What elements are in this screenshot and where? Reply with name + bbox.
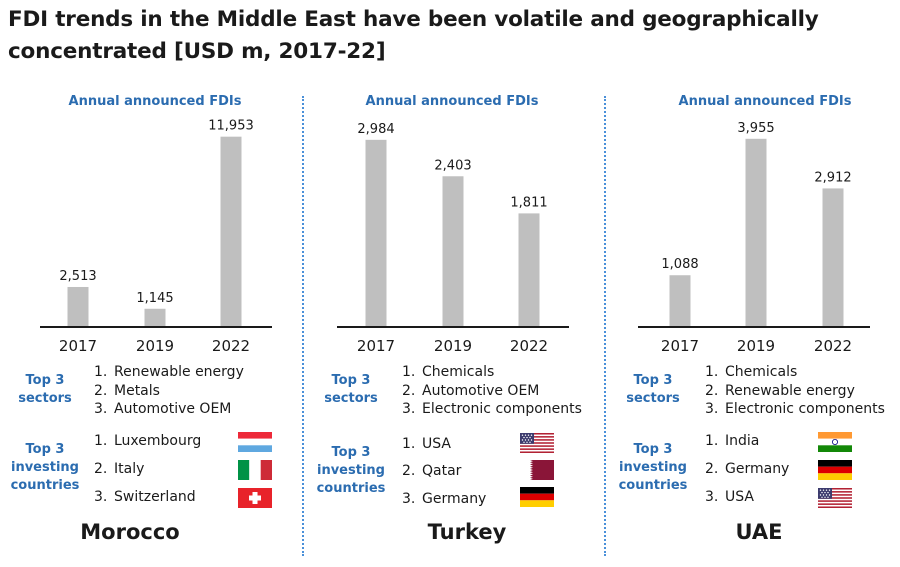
investor-item: 3. USA (705, 489, 754, 505)
list-item: 1. Renewable energy (94, 364, 244, 380)
tick-label: 2022 (212, 337, 250, 355)
list-item: 1. Chemicals (402, 364, 495, 380)
investor-item: 1. India (705, 433, 760, 449)
switzerland-flag-icon (238, 488, 272, 508)
qatar-flag-icon (520, 460, 554, 480)
panel-divider (302, 96, 304, 556)
bar-chart-morocco: 2,513 2017 1,145 2019 11,953 2022 (40, 119, 272, 355)
list-item: 3. Automotive OEM (94, 401, 232, 417)
investor-item: 2. Germany (705, 461, 790, 477)
germany-flag-icon (520, 487, 554, 507)
list-item: 3. Electronic components (705, 401, 885, 417)
list-item: 1. Chemicals (705, 364, 798, 380)
bar (669, 275, 691, 327)
top3-investing-countries-label: Top 3 investing countries (10, 442, 80, 493)
usa-flag-icon (520, 433, 554, 453)
bar (67, 286, 89, 327)
chart-title: Annual announced FDIs (68, 94, 242, 109)
data-label: 2,984 (357, 122, 394, 137)
bar (745, 138, 767, 327)
data-label: 2,912 (814, 170, 851, 185)
germany-flag-icon (818, 460, 852, 480)
investor-item: 3. Germany (402, 491, 487, 507)
investor-item: 2. Qatar (402, 463, 462, 479)
panel-uae: Annual announced FDIs 1,088 2017 3,955 2019… (604, 0, 900, 567)
country-name: Morocco (80, 520, 180, 544)
sectors-list: 1. Chemicals 2. Automotive OEM 3. Electroni… (402, 363, 582, 419)
tick-label: 2017 (661, 337, 699, 355)
data-label: 1,145 (136, 291, 173, 306)
tick-label: 2019 (434, 337, 472, 355)
country-name: Turkey (427, 520, 507, 544)
tick-label: 2019 (737, 337, 775, 355)
tick-label: 2019 (136, 337, 174, 355)
top3-sectors-label: Top 3 sectors (18, 373, 72, 406)
bar (144, 308, 166, 327)
chart-title: Annual announced FDIs (365, 94, 539, 109)
usa-flag-icon (818, 488, 852, 508)
list-item: 2. Metals (94, 382, 160, 399)
top3-sectors-label: Top 3 sectors (324, 373, 378, 406)
list-item: 2. Renewable energy (705, 382, 855, 399)
page-title: FDI trends in the Middle East have been … (8, 7, 819, 64)
data-label: 1,088 (661, 257, 698, 272)
bar (822, 188, 844, 327)
top3-investing-countries-label: Top 3 investing countries (316, 445, 386, 496)
data-label: 11,953 (208, 119, 254, 134)
panel-morocco: Annual announced FDIs 2,513 2017 1,145 2019… (0, 0, 300, 567)
bar (365, 139, 387, 327)
bar-chart-turkey: 2,984 2017 2,403 2019 1,811 2022 (337, 122, 569, 355)
bar (442, 176, 464, 327)
tick-label: 2022 (510, 337, 548, 355)
panel-turkey: Annual announced FDIs 2,984 2017 2,403 2019… (302, 0, 602, 567)
tick-label: 2017 (59, 337, 97, 355)
investor-item: 1. Luxembourg (94, 433, 202, 449)
bar (220, 136, 242, 327)
investor-item: 1. USA (402, 436, 451, 452)
italy-flag-icon (238, 460, 272, 480)
tick-label: 2017 (357, 337, 395, 355)
bar (518, 213, 540, 327)
data-label: 2,403 (434, 158, 471, 173)
panel-divider (604, 96, 606, 556)
data-label: 1,811 (510, 195, 547, 210)
investor-item: 3. Switzerland (94, 489, 196, 505)
top3-sectors-label: Top 3 sectors (626, 373, 680, 406)
luxembourg-flag-icon (238, 432, 272, 452)
tick-label: 2022 (814, 337, 852, 355)
india-flag-icon (818, 432, 852, 452)
sectors-list: 1. Renewable energy 2. Metals 3. Automotive… (94, 363, 244, 419)
list-item: 2. Automotive OEM (402, 382, 540, 399)
sectors-list: 1. Chemicals 2. Renewable energy 3. Electro… (705, 363, 885, 419)
list-item: 3. Electronic components (402, 401, 582, 417)
data-label: 2,513 (59, 269, 96, 284)
country-name: UAE (735, 520, 783, 544)
bar-chart-uae: 1,088 2017 3,955 2019 2,912 2022 (638, 121, 870, 355)
data-label: 3,955 (737, 121, 774, 136)
chart-title: Annual announced FDIs (678, 94, 852, 109)
top3-investing-countries-label: Top 3 investing countries (618, 442, 688, 493)
investor-item: 2. Italy (94, 461, 145, 477)
